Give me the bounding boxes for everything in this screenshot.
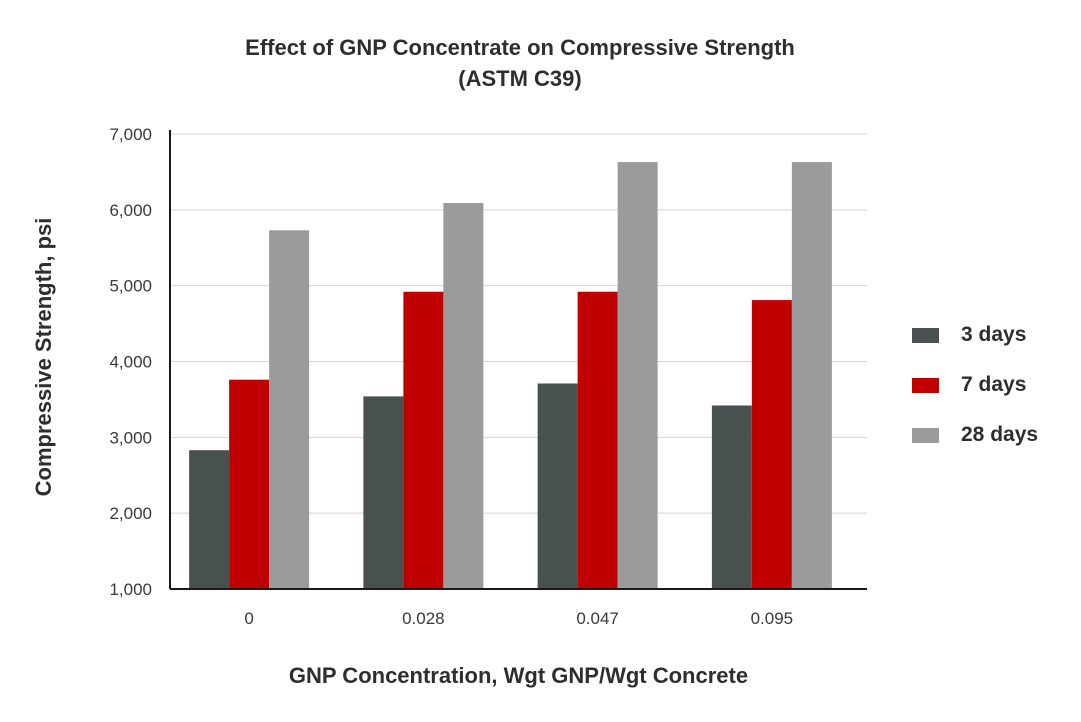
y-tick-label: 3,000	[109, 428, 152, 447]
chart-subtitle: (ASTM C39)	[458, 66, 582, 91]
bar-28-days-0	[269, 230, 310, 589]
y-tick-label: 5,000	[109, 277, 152, 296]
x-axis-label: GNP Concentration, Wgt GNP/Wgt Concrete	[288, 663, 749, 688]
bar-3-days-0.095	[711, 405, 752, 589]
legend-item-3-days: 3 days	[912, 310, 1038, 360]
legend-swatch-7-days	[912, 377, 939, 393]
bar-7-days-0.047	[577, 291, 618, 589]
x-tick-label: 0.028	[402, 609, 445, 628]
chart-title: Effect of GNP Concentrate on Compressive…	[245, 35, 795, 60]
bar-3-days-0.047	[537, 383, 578, 589]
y-tick-label: 7,000	[109, 125, 152, 144]
bar-28-days-0.028	[443, 203, 484, 589]
legend-item-7-days: 7 days	[912, 360, 1038, 410]
legend-label-7-days: 7 days	[961, 373, 1027, 396]
bar-7-days-0.028	[403, 291, 444, 589]
x-tick-label: 0.095	[751, 609, 794, 628]
y-tick-label: 6,000	[109, 201, 152, 220]
y-tick-label: 2,000	[109, 504, 152, 523]
y-tick-label: 4,000	[109, 353, 152, 372]
bar-3-days-0	[189, 450, 230, 589]
y-tick-label: 1,000	[109, 580, 152, 599]
bar-3-days-0.028	[363, 396, 404, 589]
legend: 3 days 7 days 28 days	[912, 310, 1038, 460]
legend-item-28-days: 28 days	[912, 410, 1038, 460]
bar-28-days-0.047	[617, 162, 658, 589]
legend-label-28-days: 28 days	[961, 423, 1039, 446]
bar-28-days-0.095	[791, 162, 832, 589]
bar-7-days-0	[229, 379, 270, 589]
legend-swatch-28-days	[912, 427, 939, 443]
bar-7-days-0.095	[751, 300, 792, 589]
x-tick-label: 0.047	[576, 609, 619, 628]
legend-swatch-3-days	[912, 327, 939, 343]
legend-label-3-days: 3 days	[961, 323, 1027, 346]
x-tick-label: 0	[244, 609, 253, 628]
